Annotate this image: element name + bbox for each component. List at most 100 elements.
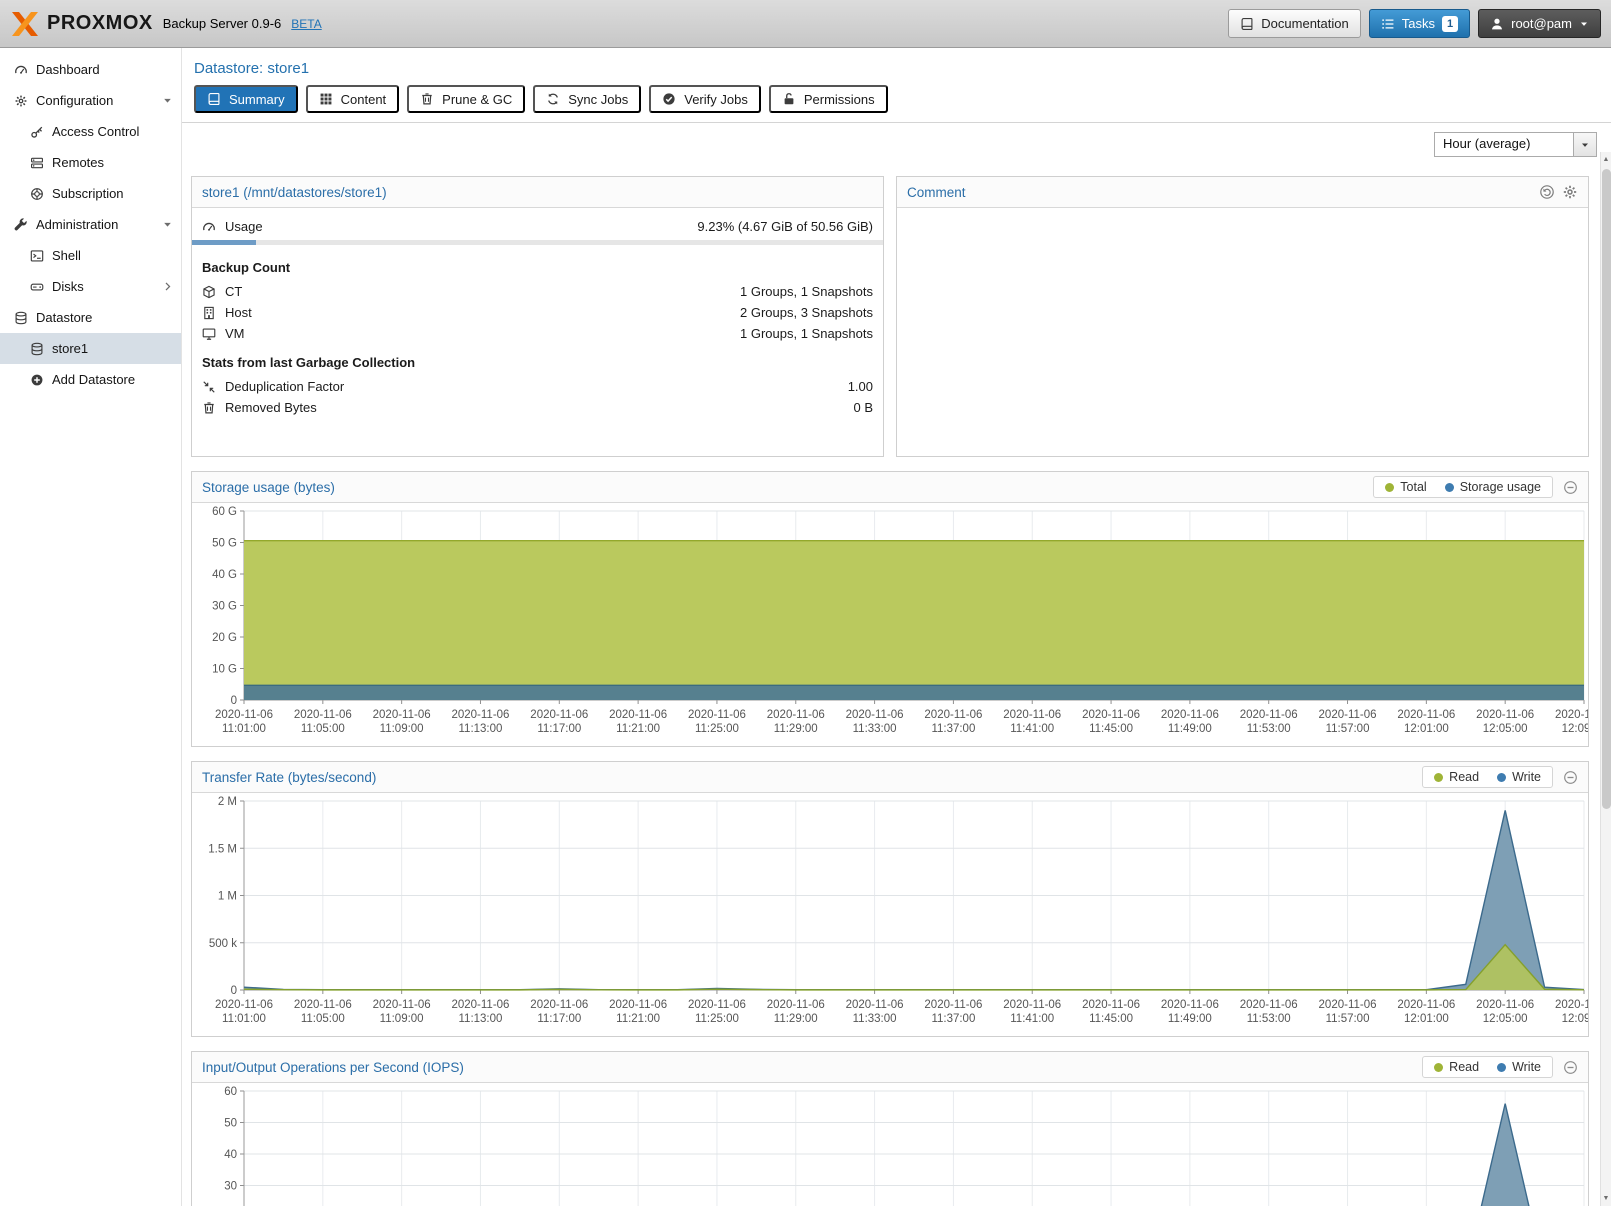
svg-text:2020-11-06: 2020-11-06	[1476, 709, 1534, 721]
beta-link[interactable]: BETA	[291, 16, 322, 31]
sidebar-item-access-control[interactable]: Access Control	[0, 116, 181, 147]
trash-icon	[202, 401, 216, 415]
time-range-value: Hour (average)	[1443, 136, 1531, 151]
logo-text: PROXMOX	[47, 12, 153, 34]
datastore-summary-header: store1 (/mnt/datastores/store1)	[192, 177, 883, 208]
gear-icon[interactable]	[1562, 184, 1578, 200]
sidebar-item-label: Subscription	[52, 186, 124, 201]
sidebar-item-add-datastore[interactable]: Add Datastore	[0, 364, 181, 395]
stat-label: Deduplication Factor	[225, 379, 345, 394]
trash-icon	[420, 92, 434, 106]
iops-chart-panel: Input/Output Operations per Second (IOPS…	[191, 1051, 1589, 1206]
stat-value: 1 Groups, 1 Snapshots	[740, 284, 873, 299]
legend-dot	[1497, 1062, 1507, 1072]
collapse-panel-icon[interactable]	[1563, 1060, 1578, 1075]
svg-text:12:05:00: 12:05:00	[1483, 723, 1528, 735]
tab-bar: Summary Content Prune & GC Sync Jobs Verify …	[182, 83, 1611, 123]
svg-text:2020-11-06: 2020-11-06	[846, 709, 904, 721]
check-circle-icon	[662, 92, 676, 106]
svg-text:11:57:00: 11:57:00	[1326, 1013, 1370, 1025]
tab-sync-jobs[interactable]: Sync Jobs	[533, 85, 642, 113]
usage-progress-fill	[192, 240, 256, 245]
sidebar-item-label: Administration	[36, 217, 119, 232]
chart-legend: Read Write	[1422, 766, 1553, 788]
svg-text:11:05:00: 11:05:00	[301, 723, 345, 735]
toolbar: Hour (average)	[182, 123, 1611, 166]
sidebar-item-store1[interactable]: store1	[0, 333, 181, 364]
usage-row: Usage 9.23% (4.67 GiB of 50.56 GiB)	[192, 216, 883, 237]
tab-content[interactable]: Content	[305, 85, 400, 113]
combo-caret-icon[interactable]	[1573, 133, 1596, 156]
product-version: Backup Server 0.9-6	[162, 16, 282, 31]
svg-text:11:37:00: 11:37:00	[931, 1013, 975, 1025]
svg-text:2 M: 2 M	[218, 796, 237, 808]
svg-text:10 G: 10 G	[212, 664, 237, 676]
proxmox-logo: PROXMOX	[10, 11, 153, 37]
tab-summary[interactable]: Summary	[194, 85, 298, 113]
sidebar-item-administration[interactable]: Administration	[0, 209, 181, 240]
tab-verify-jobs[interactable]: Verify Jobs	[649, 85, 761, 113]
collapse-panel-icon[interactable]	[1563, 770, 1578, 785]
tasks-button[interactable]: Tasks 1	[1368, 9, 1471, 38]
svg-text:2020-11-06: 2020-11-06	[1555, 999, 1588, 1011]
legend-dot	[1434, 1062, 1444, 1072]
svg-text:2020-11-06: 2020-11-06	[1240, 999, 1298, 1011]
svg-text:11:13:00: 11:13:00	[459, 723, 503, 735]
revert-icon[interactable]	[1539, 184, 1555, 200]
plus-circle-icon	[30, 373, 44, 387]
legend-item-storage-usage[interactable]: Storage usage	[1444, 480, 1541, 494]
svg-text:11:29:00: 11:29:00	[774, 1013, 818, 1025]
legend-item-write[interactable]: Write	[1497, 770, 1541, 784]
time-range-select[interactable]: Hour (average)	[1434, 132, 1597, 157]
stat-label: CT	[225, 284, 243, 299]
documentation-button[interactable]: Documentation	[1228, 9, 1361, 38]
svg-text:2020-11-06: 2020-11-06	[215, 999, 273, 1011]
sidebar-item-disks[interactable]: Disks	[0, 271, 181, 302]
svg-text:2020-11-06: 2020-11-06	[767, 999, 825, 1011]
sidebar-item-subscription[interactable]: Subscription	[0, 178, 181, 209]
legend-item-read[interactable]: Read	[1434, 770, 1479, 784]
datastore-summary-panel: store1 (/mnt/datastores/store1) Usage 9.…	[191, 176, 884, 457]
legend-dot	[1385, 482, 1395, 492]
iops-chart: 2020-11-0611:01:002020-11-0611:05:002020…	[192, 1083, 1588, 1206]
svg-text:20 G: 20 G	[212, 632, 237, 644]
vertical-scrollbar[interactable]: ▲ ▼	[1600, 152, 1611, 1206]
legend-item-read[interactable]: Read	[1434, 1060, 1479, 1074]
angle-right-icon	[162, 281, 173, 292]
svg-text:2020-11-06: 2020-11-06	[451, 999, 509, 1011]
svg-text:11:57:00: 11:57:00	[1326, 723, 1370, 735]
user-menu-button[interactable]: root@pam	[1478, 9, 1601, 38]
svg-text:11:33:00: 11:33:00	[853, 723, 897, 735]
svg-text:40: 40	[224, 1149, 237, 1161]
chart-canvas: 2020-11-06 11:01:00 2020-11-06 11:05:00 2020…	[212, 506, 1588, 735]
legend-dot	[1497, 772, 1507, 782]
svg-text:2020-11-06: 2020-11-06	[1240, 709, 1298, 721]
tab-permissions[interactable]: Permissions	[768, 85, 888, 113]
scroll-up-arrow[interactable]: ▲	[1602, 156, 1610, 163]
svg-text:2020-11-06: 2020-11-06	[609, 999, 667, 1011]
sidebar-item-label: Disks	[52, 279, 84, 294]
iops-chart-header: Input/Output Operations per Second (IOPS…	[192, 1052, 1588, 1083]
svg-text:11:17:00: 11:17:00	[537, 723, 581, 735]
comment-panel-tools	[1539, 184, 1578, 200]
stat-row-host: Host 2 Groups, 3 Snapshots	[192, 302, 883, 323]
sidebar-item-datastore[interactable]: Datastore	[0, 302, 181, 333]
collapse-panel-icon[interactable]	[1563, 480, 1578, 495]
legend-item-total[interactable]: Total	[1385, 480, 1427, 494]
sidebar-item-dashboard[interactable]: Dashboard	[0, 54, 181, 85]
sidebar-item-configuration[interactable]: Configuration	[0, 85, 181, 116]
scrollbar-thumb[interactable]	[1602, 169, 1611, 809]
tab-prune-gc[interactable]: Prune & GC	[407, 85, 526, 113]
grid-icon	[319, 92, 333, 106]
book-icon	[1240, 17, 1254, 31]
legend-item-write[interactable]: Write	[1497, 1060, 1541, 1074]
sidebar-item-remotes[interactable]: Remotes	[0, 147, 181, 178]
svg-text:2020-11-06: 2020-11-06	[1003, 999, 1061, 1011]
comment-panel-header: Comment	[897, 177, 1588, 208]
sidebar-item-shell[interactable]: Shell	[0, 240, 181, 271]
sidebar-items: Dashboard Configuration Access Control Remo…	[0, 54, 181, 395]
top-header: PROXMOX Backup Server 0.9-6 BETA Documen…	[0, 0, 1611, 48]
svg-text:2020-11-06: 2020-11-06	[688, 999, 746, 1011]
svg-text:2020-11-06: 2020-11-06	[1003, 709, 1061, 721]
scroll-down-arrow[interactable]: ▼	[1602, 1195, 1610, 1202]
